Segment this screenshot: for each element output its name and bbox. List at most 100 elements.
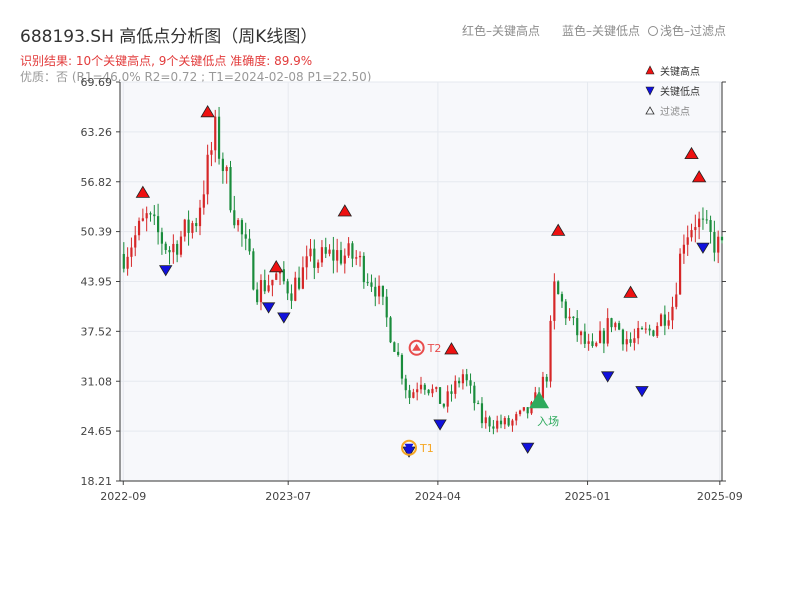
candle-body bbox=[389, 317, 392, 343]
candle-body bbox=[195, 223, 198, 227]
x-tick-label: 2025-01 bbox=[565, 490, 611, 503]
t1-marker bbox=[401, 439, 418, 456]
candle-body bbox=[286, 281, 289, 294]
candle-body bbox=[164, 243, 167, 251]
candle-body bbox=[522, 407, 525, 411]
candle-body bbox=[225, 167, 228, 172]
y-tick-label: 69.69 bbox=[81, 76, 113, 89]
candle-body bbox=[595, 342, 598, 347]
key-low-marker bbox=[277, 312, 291, 324]
candle-body bbox=[637, 327, 640, 339]
candle-body bbox=[408, 390, 411, 398]
key-low-marker bbox=[600, 371, 615, 383]
candle-body bbox=[663, 314, 666, 326]
candle-body bbox=[473, 385, 476, 404]
candle-body bbox=[686, 237, 689, 245]
y-tick-label: 56.82 bbox=[81, 176, 113, 189]
candle-body bbox=[701, 218, 705, 220]
candle-body bbox=[149, 213, 152, 215]
candle-body bbox=[503, 418, 506, 425]
candle-body bbox=[614, 323, 617, 328]
candle-body bbox=[568, 316, 571, 319]
candle-body bbox=[339, 250, 343, 264]
key-low-marker bbox=[635, 386, 649, 398]
candle-body bbox=[465, 374, 468, 381]
candle-body bbox=[648, 328, 651, 331]
candle-body bbox=[583, 331, 586, 344]
candle-body bbox=[248, 238, 251, 252]
candle-body bbox=[343, 255, 346, 264]
candle-body bbox=[393, 342, 396, 352]
candle-body bbox=[492, 426, 495, 429]
candle-body bbox=[507, 418, 510, 426]
candle-body bbox=[370, 282, 373, 287]
candle-body bbox=[438, 387, 442, 404]
candle-body bbox=[336, 250, 339, 261]
candle-body bbox=[621, 329, 625, 345]
candle-body bbox=[515, 414, 518, 421]
candle-body bbox=[678, 253, 682, 295]
key-high-marker bbox=[623, 285, 638, 298]
key-high-marker bbox=[269, 260, 284, 273]
candle-body bbox=[576, 318, 579, 336]
legend-high-label: 关键高点 bbox=[660, 65, 700, 78]
note-blue-low: 蓝色–关键低点 bbox=[562, 24, 641, 38]
candle-body bbox=[709, 220, 712, 232]
candle-body bbox=[351, 243, 354, 259]
candle-body bbox=[511, 420, 514, 426]
candle-body bbox=[347, 243, 350, 256]
note-filter: 浅色–过滤点 bbox=[648, 22, 726, 39]
candle-body bbox=[141, 218, 144, 221]
key-low-marker bbox=[520, 442, 535, 454]
entry-marker bbox=[529, 391, 550, 409]
legend-filtered-icon bbox=[645, 106, 655, 115]
entry-label: 入场 bbox=[537, 414, 559, 428]
key-low-marker bbox=[159, 265, 173, 277]
candle-body bbox=[206, 154, 209, 195]
candle-body bbox=[446, 391, 449, 407]
y-tick-label: 63.26 bbox=[81, 126, 113, 139]
candle-body bbox=[667, 320, 670, 326]
candle-body bbox=[275, 273, 278, 280]
key-low-marker bbox=[433, 419, 447, 431]
legend-high-icon bbox=[645, 65, 655, 75]
candle-body bbox=[450, 391, 453, 394]
candle-body bbox=[416, 389, 419, 393]
candle-body bbox=[633, 338, 636, 343]
candle-body bbox=[210, 150, 213, 155]
candle-body bbox=[412, 392, 415, 398]
candle-body bbox=[332, 249, 335, 261]
candle-body bbox=[309, 248, 312, 257]
candle-body bbox=[221, 158, 224, 172]
candle-body bbox=[244, 234, 247, 239]
candle-body bbox=[153, 214, 156, 217]
y-tick-label: 31.08 bbox=[81, 375, 113, 388]
candle-body bbox=[290, 293, 293, 301]
candle-body bbox=[698, 218, 701, 228]
candle-body bbox=[400, 354, 404, 379]
candle-body bbox=[179, 236, 183, 255]
candle-body bbox=[229, 167, 232, 211]
candle-body bbox=[355, 257, 358, 259]
candle-body bbox=[629, 339, 632, 343]
candle-body bbox=[717, 236, 720, 253]
candle-body bbox=[362, 255, 365, 283]
y-tick-label: 18.21 bbox=[81, 475, 113, 488]
t1-marker-arrow bbox=[404, 443, 414, 452]
legend-low-icon bbox=[645, 86, 655, 96]
result-summary: 识别结果: 10个关键高点, 9个关键低点 准确度: 89.9% bbox=[20, 54, 313, 68]
key-high-marker bbox=[200, 105, 215, 118]
t2-marker bbox=[408, 339, 425, 356]
candle-body bbox=[656, 325, 659, 336]
candle-body bbox=[618, 323, 621, 330]
candle-body bbox=[518, 410, 522, 415]
x-tick-label: 2023-07 bbox=[265, 490, 311, 503]
candle-body bbox=[549, 320, 552, 382]
candle-body bbox=[469, 380, 472, 386]
candle-body bbox=[442, 403, 445, 407]
candle-body bbox=[271, 279, 274, 286]
candle-body bbox=[297, 277, 301, 289]
candle-body bbox=[598, 330, 602, 343]
